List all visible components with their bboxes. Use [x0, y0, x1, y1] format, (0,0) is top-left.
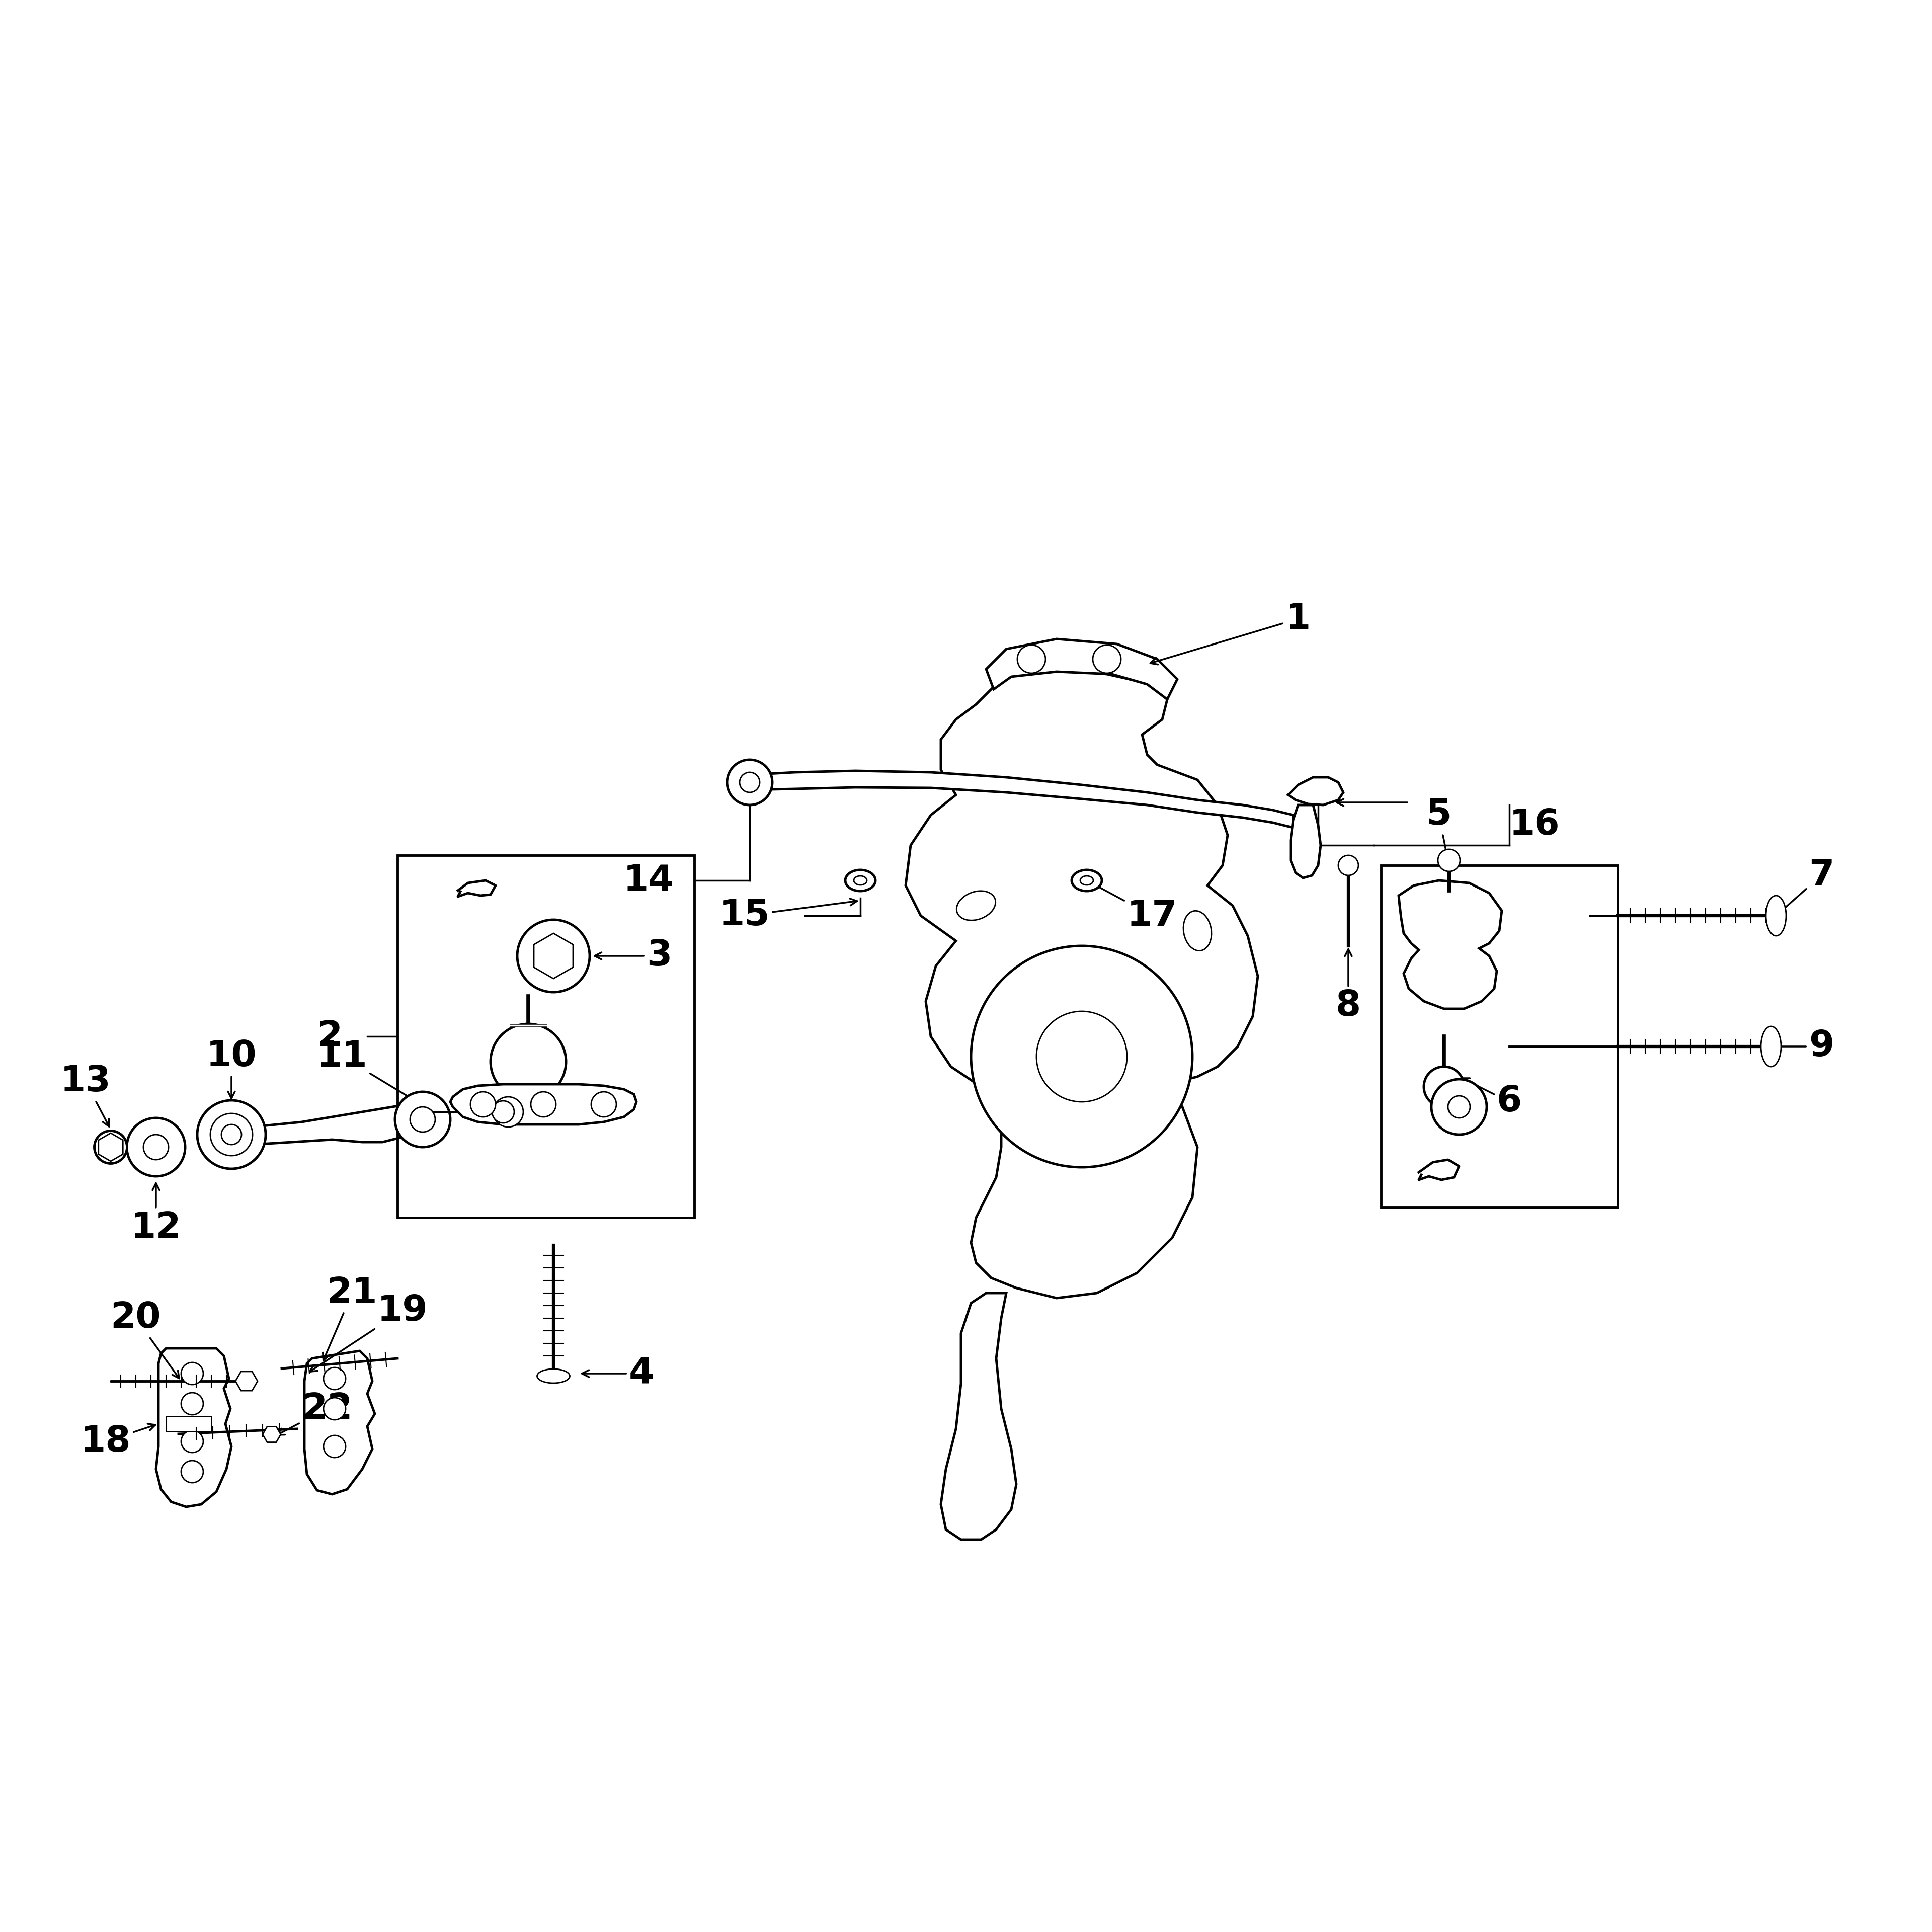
- Circle shape: [394, 1092, 450, 1148]
- Polygon shape: [209, 1105, 439, 1144]
- Polygon shape: [750, 771, 1293, 827]
- Text: 12: 12: [131, 1182, 182, 1244]
- Circle shape: [182, 1393, 203, 1414]
- Text: 17: 17: [1090, 883, 1177, 933]
- Circle shape: [182, 1430, 203, 1453]
- Circle shape: [1447, 1095, 1470, 1119]
- Circle shape: [182, 1362, 203, 1385]
- Ellipse shape: [1766, 896, 1785, 935]
- Text: 20: 20: [110, 1300, 180, 1378]
- Text: 8: 8: [1335, 949, 1360, 1024]
- Circle shape: [211, 1113, 253, 1155]
- Text: 4: 4: [582, 1356, 655, 1391]
- Circle shape: [1036, 1010, 1126, 1101]
- Polygon shape: [305, 1350, 375, 1493]
- Circle shape: [972, 947, 1192, 1167]
- Text: 1: 1: [1150, 601, 1310, 665]
- Circle shape: [222, 1124, 242, 1144]
- Text: 7: 7: [1779, 858, 1833, 914]
- Text: 3: 3: [595, 939, 672, 974]
- Ellipse shape: [1080, 875, 1094, 885]
- Circle shape: [197, 1101, 267, 1169]
- Text: 13: 13: [60, 1065, 110, 1126]
- Polygon shape: [985, 639, 1177, 699]
- Polygon shape: [1289, 777, 1343, 806]
- Ellipse shape: [854, 875, 867, 885]
- Circle shape: [493, 1101, 514, 1122]
- Circle shape: [1339, 856, 1358, 875]
- Circle shape: [323, 1397, 346, 1420]
- Polygon shape: [263, 1426, 280, 1443]
- Text: 11: 11: [317, 1039, 435, 1113]
- Circle shape: [323, 1368, 346, 1389]
- Polygon shape: [450, 1084, 636, 1124]
- Polygon shape: [906, 668, 1258, 1298]
- Circle shape: [740, 773, 759, 792]
- Polygon shape: [941, 1293, 1016, 1540]
- Circle shape: [1424, 1066, 1464, 1107]
- Text: 15: 15: [719, 898, 858, 933]
- Circle shape: [143, 1134, 168, 1159]
- Circle shape: [1437, 850, 1461, 871]
- Bar: [1381, 866, 1617, 1208]
- Text: 9: 9: [1774, 1030, 1833, 1065]
- Circle shape: [410, 1107, 435, 1132]
- Polygon shape: [236, 1372, 257, 1391]
- Circle shape: [1094, 645, 1121, 672]
- Circle shape: [1432, 1080, 1488, 1134]
- Text: 6: 6: [1463, 1078, 1522, 1119]
- Text: 2: 2: [317, 1018, 342, 1053]
- Circle shape: [469, 1092, 497, 1117]
- Ellipse shape: [537, 1370, 570, 1383]
- Polygon shape: [1291, 806, 1321, 877]
- Polygon shape: [533, 933, 574, 980]
- Ellipse shape: [95, 1130, 128, 1163]
- Ellipse shape: [956, 891, 995, 920]
- Ellipse shape: [1760, 1026, 1781, 1066]
- Circle shape: [182, 1461, 203, 1482]
- Circle shape: [726, 759, 773, 806]
- Text: 22: 22: [276, 1391, 352, 1435]
- Circle shape: [531, 1092, 556, 1117]
- Text: 21: 21: [323, 1275, 377, 1360]
- Circle shape: [518, 920, 589, 993]
- Circle shape: [591, 1092, 616, 1117]
- Polygon shape: [1399, 881, 1501, 1009]
- Text: 14: 14: [624, 864, 674, 898]
- Circle shape: [128, 1119, 185, 1177]
- Ellipse shape: [1072, 869, 1101, 891]
- Text: 16: 16: [1509, 808, 1559, 842]
- Text: 5: 5: [1426, 798, 1451, 862]
- Text: 18: 18: [81, 1424, 155, 1459]
- Circle shape: [493, 1097, 524, 1126]
- Text: 10: 10: [207, 1039, 257, 1099]
- Ellipse shape: [1184, 910, 1211, 951]
- Ellipse shape: [846, 869, 875, 891]
- Circle shape: [323, 1435, 346, 1457]
- Bar: [398, 856, 694, 1217]
- Circle shape: [1018, 645, 1045, 672]
- Text: 19: 19: [309, 1293, 427, 1372]
- Polygon shape: [99, 1132, 124, 1161]
- Bar: [166, 1416, 211, 1432]
- Circle shape: [491, 1024, 566, 1099]
- Polygon shape: [156, 1349, 232, 1507]
